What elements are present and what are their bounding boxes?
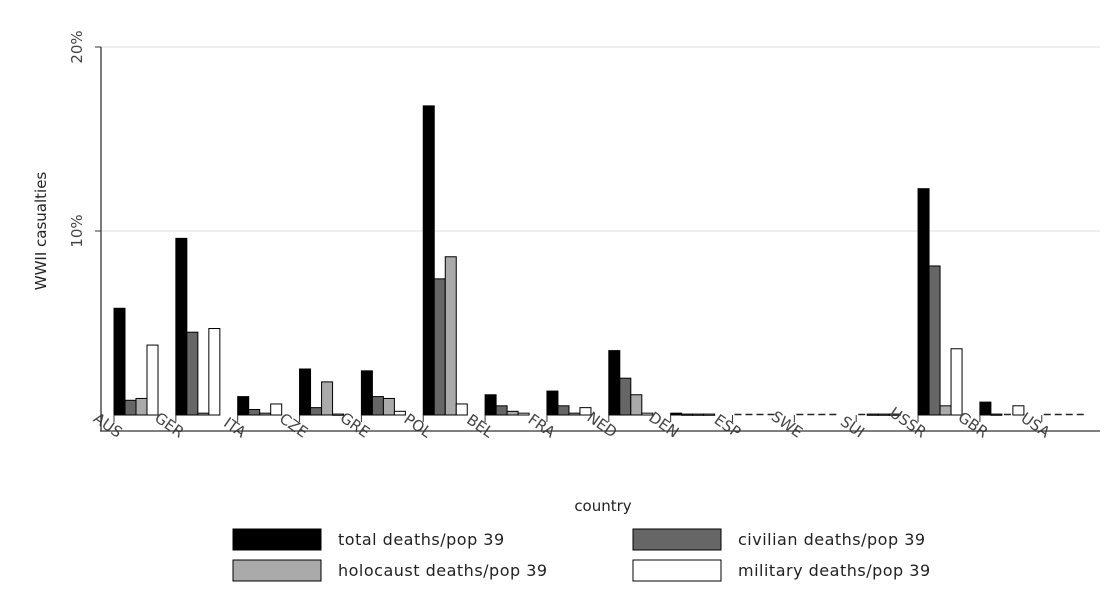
bar-NED-1: [608, 350, 621, 416]
bar-ITA-3: [259, 412, 272, 416]
x-tick-label-SWE: SWE: [768, 407, 806, 441]
legend-swatch-1: [232, 528, 322, 551]
bar-POL-4: [455, 403, 468, 416]
bar-ITA-4: [270, 403, 283, 416]
bar-GER-4: [208, 328, 221, 416]
bar-USSR-3: [939, 405, 952, 416]
bar-GRE-1: [360, 370, 373, 416]
bar-AUS-2: [124, 399, 137, 416]
bar-CZE-3: [321, 381, 334, 416]
bar-ITA-1: [237, 396, 250, 416]
bar-FRA-3: [568, 412, 581, 416]
bar-ITA-2: [248, 408, 261, 416]
x-axis-title: country: [574, 497, 631, 515]
bar-CZE-4: [332, 413, 345, 416]
bar-USSR-2: [928, 265, 941, 416]
bar-POL-1: [422, 105, 435, 416]
legend-label-2: civilian deaths/pop 39: [738, 530, 926, 549]
bar-NED-3: [630, 394, 643, 416]
bar-GBR-1: [979, 401, 992, 416]
bar-AUS-3: [135, 397, 148, 416]
bar-FRA-1: [546, 390, 559, 416]
bar-POL-2: [433, 278, 446, 416]
bar-CZE-1: [299, 368, 312, 416]
legend-swatch-2: [632, 528, 722, 551]
bar-BEL-2: [495, 405, 508, 416]
legend-label-4: military deaths/pop 39: [738, 561, 931, 580]
bar-SUI-2: [866, 413, 879, 416]
bar-AUS-1: [113, 307, 126, 416]
bar-AUS-4: [146, 344, 159, 416]
bar-GRE-3: [382, 397, 395, 416]
bar-GER-1: [175, 237, 188, 416]
bar-BEL-1: [484, 394, 497, 416]
bar-DEN-3: [692, 413, 705, 416]
bar-SUI-4: [888, 413, 901, 416]
legend-swatch-3: [232, 559, 322, 582]
bar-BEL-4: [517, 412, 530, 416]
bar-DEN-4: [703, 413, 716, 416]
y-tick-label: 20%: [68, 30, 86, 63]
bar-USSR-1: [917, 188, 930, 416]
bar-GRE-2: [371, 396, 384, 416]
bar-BEL-3: [506, 410, 519, 416]
legend-label-1: total deaths/pop 39: [338, 530, 505, 549]
bar-FRA-2: [557, 405, 570, 416]
bar-GER-3: [197, 412, 210, 416]
bar-GBR-4: [1012, 405, 1025, 416]
bar-GRE-4: [393, 410, 406, 416]
x-tick-label-SUI: SUI: [837, 412, 868, 441]
legend-swatch-4: [632, 559, 722, 582]
bar-FRA-4: [579, 407, 592, 416]
y-tick-label: 10%: [68, 214, 86, 247]
bar-DEN-1: [670, 412, 683, 416]
bar-USSR-4: [950, 348, 963, 416]
y-axis-title: WWII casualties: [32, 172, 50, 291]
bar-GER-2: [186, 331, 199, 416]
bar-CZE-2: [310, 407, 323, 416]
bar-GBR-2: [990, 413, 1003, 416]
bar-NED-4: [641, 412, 654, 416]
bar-NED-2: [619, 377, 632, 416]
bar-POL-3: [444, 256, 457, 416]
x-tick-label-ITA: ITA: [220, 414, 250, 442]
bar-DEN-2: [681, 413, 694, 416]
legend-label-3: holocaust deaths/pop 39: [338, 561, 548, 580]
